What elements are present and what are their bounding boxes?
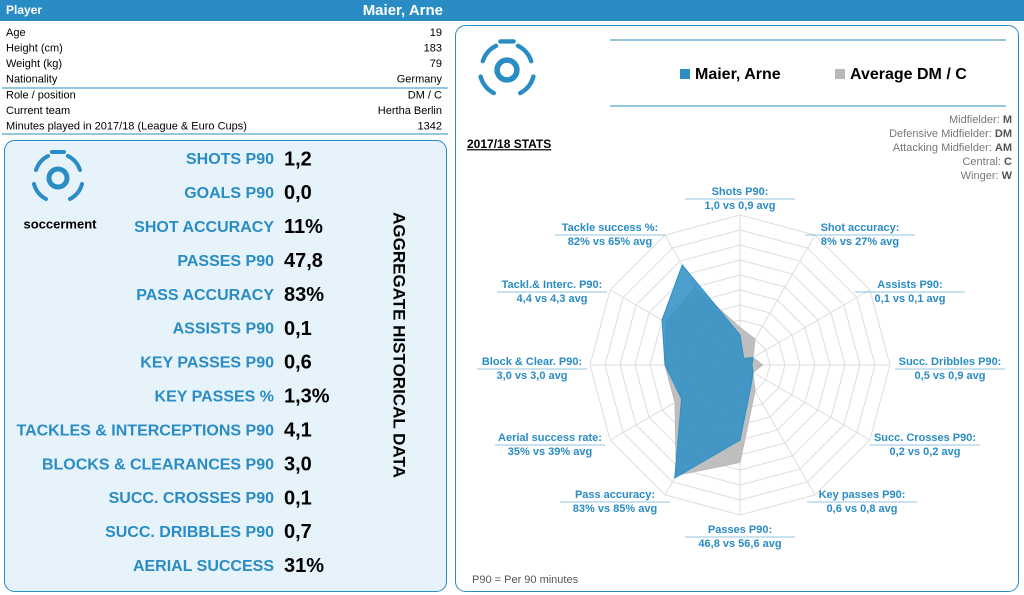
spoke-value: 35% vs 39% avg (508, 446, 592, 458)
spoke-label: Pass accuracy: (575, 489, 655, 501)
spoke-value: 0,1 vs 0,1 avg (875, 293, 946, 305)
spoke-label: Passes P90: (708, 524, 772, 536)
spoke-value: 8% vs 27% avg (821, 236, 899, 248)
spoke-label: Assists P90: (877, 279, 942, 291)
role-code: DM (995, 128, 1012, 140)
role-code: W (1002, 170, 1013, 182)
aggregate-panel (4, 140, 447, 592)
spoke-label: Block & Clear. P90: (482, 356, 582, 368)
stat-value: 0,7 (284, 521, 312, 543)
spoke-value: 82% vs 65% avg (568, 236, 652, 248)
role-key: Attacking Midfielder: AM (893, 142, 1012, 154)
stat-value: 0,1 (284, 487, 312, 509)
spoke-label: Tackle success %: (562, 222, 658, 234)
header-bar (0, 0, 1024, 21)
stat-value: 1,2 (284, 148, 312, 170)
legend-label: Average DM / C (850, 66, 967, 83)
role-code: C (1004, 156, 1012, 168)
info-label: Weight (kg) (6, 58, 62, 70)
spoke-value: 0,6 vs 0,8 avg (827, 503, 898, 515)
stat-label: KEY PASSES % (155, 389, 274, 406)
spoke-value: 83% vs 85% avg (573, 503, 657, 515)
stat-value: 47,8 (284, 250, 323, 272)
role-key: Central: C (962, 156, 1012, 168)
info-value: 79 (430, 58, 442, 70)
spoke (739, 289, 871, 366)
spoke-value: 1,0 vs 0,9 avg (705, 200, 776, 212)
role-name: Defensive Midfielder: (889, 128, 992, 140)
spoke-label: Shot accuracy: (821, 222, 900, 234)
stat-value: 31% (284, 555, 324, 577)
stat-label: TACKLES & INTERCEPTIONS P90 (16, 422, 274, 439)
stat-value: 0,1 (284, 318, 312, 340)
spoke-label: Key passes P90: (819, 489, 906, 501)
legend-swatch (835, 69, 845, 79)
logo (32, 150, 84, 201)
info-label: Role / position (6, 89, 76, 101)
spoke-value: 0,2 vs 0,2 avg (890, 446, 961, 458)
stat-value: 4,1 (284, 419, 312, 441)
stat-value: 1,3% (284, 386, 330, 408)
spoke-label: Succ. Crosses P90: (874, 432, 976, 444)
role-name: Central: (962, 156, 1001, 168)
role-code: AM (995, 142, 1012, 154)
spoke-value: 3,0 vs 3,0 avg (497, 370, 568, 382)
spoke-value: 46,8 vs 56,6 avg (698, 538, 781, 550)
stat-label: ASSISTS P90 (173, 321, 274, 338)
spoke-label: Aerial success rate: (498, 432, 602, 444)
stat-label: PASS ACCURACY (136, 287, 274, 304)
aggregate-title: AGGREGATE HISTORICAL DATA (390, 212, 409, 478)
role-name: Midfielder: (949, 114, 1000, 126)
info-value: DM / C (408, 89, 442, 101)
stat-value: 83% (284, 284, 324, 306)
stat-label: SHOT ACCURACY (134, 219, 274, 236)
info-label: Nationality (6, 74, 58, 86)
stat-label: GOALS P90 (184, 185, 274, 202)
radar-area (661, 263, 754, 479)
info-label: Age (6, 27, 26, 39)
header-name: Maier, Arne (363, 2, 443, 19)
spoke-value: 0,5 vs 0,9 avg (915, 370, 986, 382)
chart-title: 2017/18 STATS (467, 137, 551, 151)
spoke-value: 4,4 vs 4,3 avg (517, 293, 588, 305)
info-label: Current team (6, 105, 70, 117)
stat-value: 3,0 (284, 453, 312, 475)
header-label: Player (6, 3, 42, 17)
info-value: 183 (424, 43, 442, 55)
stat-label: SUCC. DRIBBLES P90 (105, 524, 274, 541)
stat-label: SUCC. CROSSES P90 (109, 490, 274, 507)
role-key: Defensive Midfielder: DM (889, 128, 1012, 140)
info-value: Hertha Berlin (378, 105, 442, 117)
chart-note: P90 = Per 90 minutes (472, 574, 579, 586)
legend-label: Maier, Arne (695, 66, 781, 83)
brand: soccerment (24, 216, 98, 231)
role-code: M (1003, 114, 1012, 126)
stat-value: 0,0 (284, 182, 312, 204)
radar-panel (455, 25, 1019, 592)
spoke (739, 364, 871, 441)
role-name: Attacking Midfielder: (893, 142, 992, 154)
stat-label: PASSES P90 (177, 253, 274, 270)
stat-value: 11% (284, 216, 323, 238)
stat-label: BLOCKS & CLEARANCES P90 (42, 456, 274, 473)
info-value: 1342 (418, 121, 442, 133)
spoke-label: Shots P90: (712, 186, 769, 198)
stat-label: KEY PASSES P90 (140, 355, 274, 372)
info-label: Minutes played in 2017/18 (League & Euro… (6, 121, 247, 133)
spoke-label: Tackl.& Interc. P90: (502, 279, 603, 291)
role-key: Winger: W (961, 170, 1013, 182)
stat-label: SHOTS P90 (186, 151, 274, 168)
info-value: 19 (430, 27, 442, 39)
role-key: Midfielder: M (949, 114, 1012, 126)
stat-value: 0,6 (284, 352, 312, 374)
role-name: Winger: (961, 170, 999, 182)
logo (478, 39, 536, 96)
spoke-label: Succ. Dribbles P90: (899, 356, 1002, 368)
info-value: Germany (397, 74, 443, 86)
legend-swatch (680, 69, 690, 79)
stat-label: AERIAL SUCCESS (133, 558, 274, 575)
info-label: Height (cm) (6, 43, 63, 55)
